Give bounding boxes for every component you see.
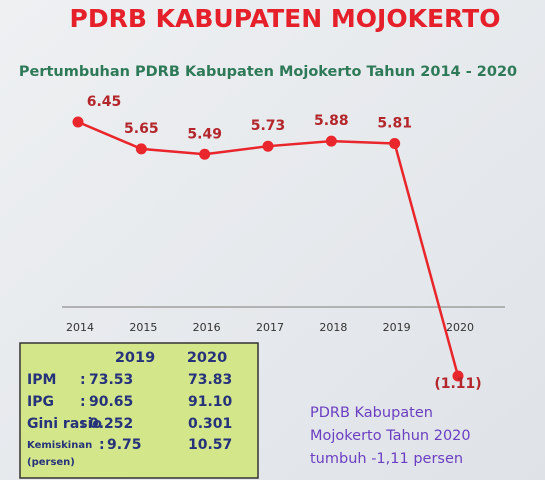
data-label: 5.65 [124, 121, 159, 137]
separator: : [99, 437, 105, 453]
data-label: (1.11) [434, 376, 481, 392]
separator: : [80, 394, 86, 410]
cell: 0.301 [188, 416, 232, 432]
x-tick-label: 2016 [193, 321, 221, 334]
plot: 2014 2015 2016 2017 2018 2019 2020 6.455.65 5.49… [66, 94, 482, 392]
cell: 73.53 [89, 372, 133, 388]
table-box [19, 342, 259, 479]
separator: : [80, 372, 86, 388]
row-label: Kemiskinan [27, 440, 92, 451]
data-label: 5.88 [314, 113, 349, 129]
row-label: Gini rasio [27, 416, 102, 432]
note-line: tumbuh -1,11 persen [310, 451, 463, 467]
point [262, 140, 274, 152]
data-label: 5.49 [187, 126, 222, 142]
note: PDRB Kabupaten Mojokerto Tahun 2020 tumbuh… [310, 405, 471, 467]
cell: 91.10 [188, 394, 233, 410]
chart-title: Pertumbuhan PDRB Kabupaten Mojokerto Tah… [19, 64, 517, 80]
data-label: 6.45 [87, 94, 122, 110]
point [72, 116, 84, 128]
cell: 10.57 [188, 437, 232, 453]
row-sublabel: (persen) [27, 457, 75, 468]
row-label: IPG [27, 394, 54, 410]
column-header: 2020 [187, 350, 227, 366]
point [452, 370, 464, 382]
data-label: 5.73 [251, 118, 286, 134]
separator: : [80, 416, 86, 432]
point [389, 138, 401, 150]
point [325, 135, 337, 147]
note-line: Mojokerto Tahun 2020 [310, 428, 471, 444]
note-line: PDRB Kabupaten [310, 405, 433, 421]
x-tick-label: 2015 [129, 321, 157, 334]
cell: 9.75 [107, 437, 142, 453]
cell: 73.83 [188, 372, 232, 388]
x-tick-label: 2019 [383, 321, 411, 334]
data-label: 5.81 [377, 116, 412, 132]
cell: 0.252 [89, 416, 133, 432]
x-tick-label: 2018 [319, 321, 347, 334]
x-tick-label: 2020 [446, 321, 474, 334]
point [199, 148, 211, 160]
point [135, 143, 147, 155]
row-label: IPM [27, 372, 56, 388]
x-tick-label: 2014 [66, 321, 94, 334]
cell: 90.65 [89, 394, 133, 410]
x-tick-label: 2017 [256, 321, 284, 334]
column-header: 2019 [115, 350, 155, 366]
slide-title: PDRB KABUPATEN MOJOKERTO [70, 4, 501, 33]
